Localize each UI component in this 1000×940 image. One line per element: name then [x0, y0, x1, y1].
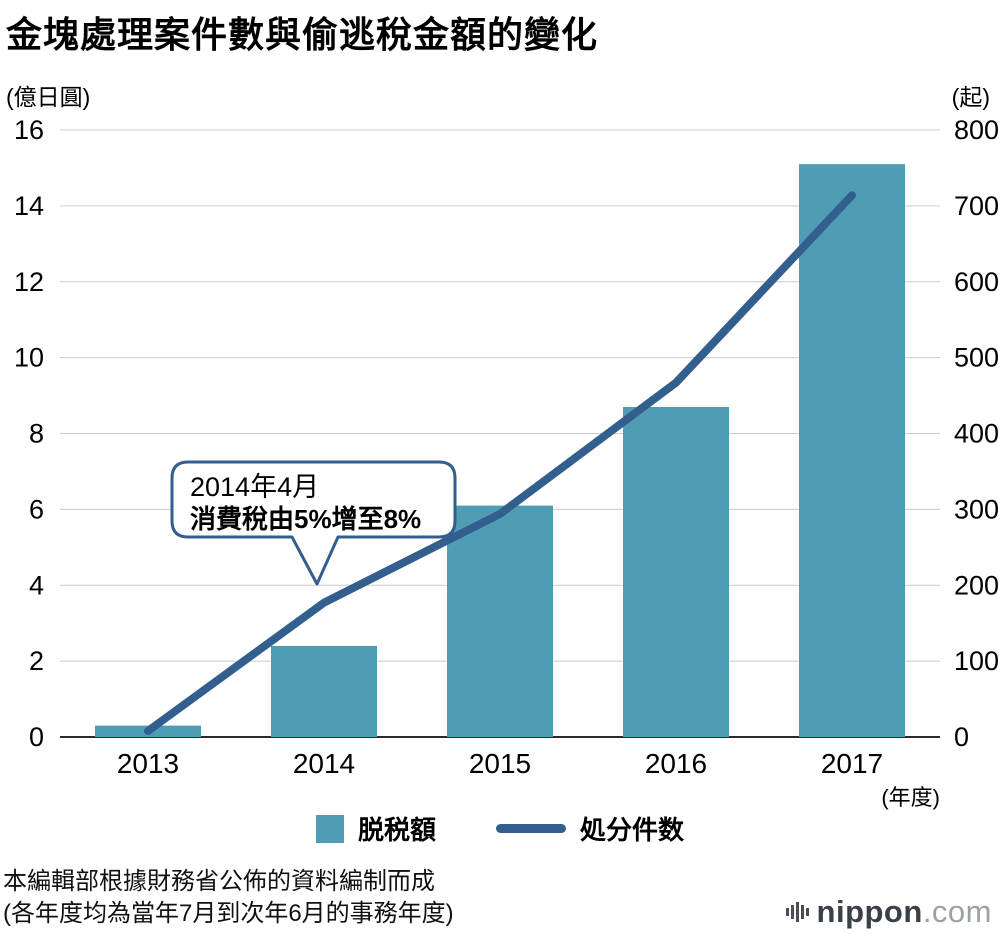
- bar: [799, 164, 905, 738]
- y-tick-label-left: 8: [29, 419, 44, 449]
- right-axis-unit: (起): [951, 84, 990, 110]
- y-tick-label-right: 500: [954, 343, 999, 373]
- left-axis-unit: (億日圓): [6, 84, 91, 110]
- x-tick-label: 2015: [469, 748, 531, 779]
- nippon-logo-icon: [785, 902, 809, 922]
- y-tick-label-right: 100: [954, 646, 999, 676]
- y-tick-label-right: 800: [954, 115, 999, 145]
- legend-line-label: 処分件数: [580, 815, 685, 845]
- y-tick-label-right: 200: [954, 570, 999, 600]
- bar: [623, 406, 729, 737]
- y-tick-label-left: 2: [29, 646, 44, 676]
- legend-bar-label: 脱税額: [357, 815, 436, 845]
- y-tick-label-left: 4: [29, 570, 44, 600]
- y-tick-label-right: 700: [954, 191, 999, 221]
- logo-name: nippon: [816, 894, 923, 929]
- y-tick-label-right: 600: [954, 267, 999, 297]
- nippon-logo-text: nippon.com: [817, 894, 992, 930]
- y-tick-label-left: 10: [14, 343, 44, 373]
- x-axis-unit: (年度): [881, 785, 940, 810]
- x-tick-label: 2017: [821, 748, 883, 779]
- x-tick-label: 2013: [117, 748, 179, 779]
- line-swatch: [496, 824, 566, 833]
- legend: 脱税額 処分件数: [0, 810, 1000, 847]
- nippon-logo: nippon.com: [784, 894, 992, 930]
- annotation-bubble: [170, 460, 457, 586]
- y-tick-label-left: 0: [29, 722, 44, 752]
- source-line2: (各年度均為當年7月到次年6月的事務年度): [3, 900, 454, 927]
- y-tick-label-right: 300: [954, 494, 999, 524]
- bars-layer: [95, 164, 905, 738]
- bar-swatch: [315, 814, 344, 843]
- y-tick-label-left: 12: [14, 267, 44, 297]
- x-axis-labels: 2013 2014 2015 2016 2017: [117, 748, 883, 779]
- source-note: 本編輯部根據財務省公佈的資料編制而成 (各年度均為當年7月到次年6月的事務年度): [3, 866, 454, 930]
- legend-item-bar: 脱税額: [315, 810, 436, 847]
- logo-tld: .com: [922, 894, 992, 929]
- x-tick-label: 2016: [645, 748, 707, 779]
- annotation-line2: 消費稅由5%增至8%: [190, 504, 421, 534]
- y-tick-label-left: 6: [29, 494, 44, 524]
- legend-item-line: 処分件数: [496, 810, 684, 847]
- page-title: 金塊處理案件數與偷逃稅金額的變化: [6, 14, 599, 55]
- y-tick-label-left: 16: [14, 115, 44, 145]
- line-layer: [144, 191, 856, 735]
- y-tick-label-left: 14: [14, 191, 44, 221]
- source-line1: 本編輯部根據財務省公佈的資料編制而成: [3, 868, 435, 895]
- annotation-line1: 2014年4月: [190, 472, 319, 502]
- bar: [271, 645, 377, 737]
- x-tick-label: 2014: [293, 748, 355, 779]
- y-tick-label-right: 400: [954, 419, 999, 449]
- y-tick-label-right: 0: [954, 722, 969, 752]
- trend-line: [144, 191, 856, 735]
- annotation-callout: 2014年4月 消費稅由5%增至8%: [170, 460, 457, 586]
- bar: [447, 505, 553, 737]
